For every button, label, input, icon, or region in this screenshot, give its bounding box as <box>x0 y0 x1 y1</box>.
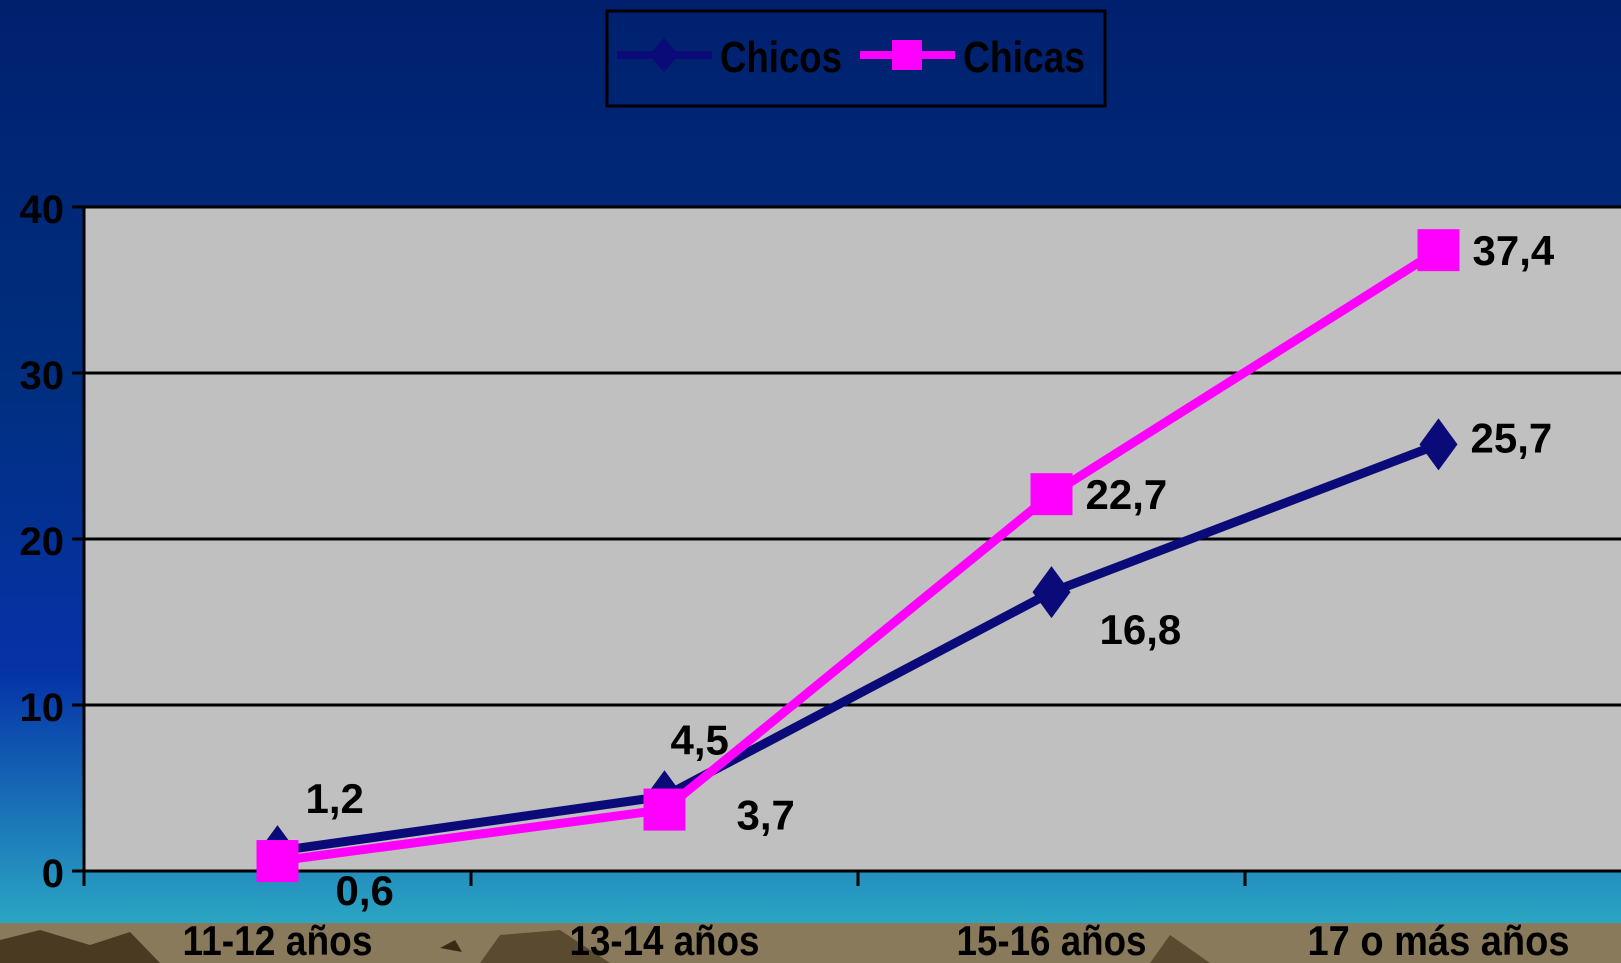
legend-box <box>605 9 1107 108</box>
y-tick-label: 20 <box>20 520 65 564</box>
diamond-marker-icon <box>649 38 679 72</box>
data-point-chicos <box>1419 418 1458 471</box>
series-lines <box>276 246 1441 866</box>
x-axis-tick-labels: 11-12 años 13-14 años 15-16 años 17 o más a… <box>183 917 1570 963</box>
x-tick-label: 15-16 años <box>957 917 1147 963</box>
y-tick-label: 10 <box>20 686 65 730</box>
series-markers <box>256 229 1460 883</box>
legend-label-chicas: Chicas <box>963 33 1085 82</box>
axes <box>72 205 1621 886</box>
square-marker-icon <box>892 40 922 70</box>
data-point-chicas <box>1030 473 1073 516</box>
data-label-chicas: 37,4 <box>1473 227 1555 274</box>
legend-entry-chicas: Chicas <box>860 33 1085 82</box>
data-label-chicos: 1,2 <box>306 775 364 822</box>
data-label-chicas: 0,6 <box>336 867 394 914</box>
data-labels: 1,2 4,5 16,8 25,7 0,6 3,7 22,7 37,4 <box>306 227 1555 914</box>
series-line-chicos <box>276 440 1441 856</box>
data-point-chicas <box>1417 229 1460 272</box>
y-tick-label: 0 <box>42 852 64 896</box>
y-tick-label: 40 <box>20 188 65 232</box>
data-label-chicos: 25,7 <box>1471 414 1553 461</box>
data-label-chicas: 3,7 <box>737 792 795 839</box>
data-point-chicas <box>256 840 299 883</box>
y-tick-label: 30 <box>20 354 65 398</box>
gridlines <box>84 205 1621 707</box>
series-line-chicas <box>276 246 1441 866</box>
data-label-chicos: 16,8 <box>1100 606 1182 653</box>
data-point-chicas <box>643 788 686 831</box>
data-label-chicos: 4,5 <box>671 716 729 763</box>
legend: Chicos Chicas <box>605 9 1107 108</box>
data-point-chicos <box>1032 566 1071 619</box>
data-label-chicas: 22,7 <box>1086 471 1168 518</box>
x-tick-label: 13-14 años <box>570 917 760 963</box>
x-tick-label: 17 o más años <box>1308 917 1570 963</box>
y-axis-tick-labels: 0 10 20 30 40 <box>20 188 65 896</box>
legend-label-chicos: Chicos <box>720 33 842 82</box>
legend-entry-chicos: Chicos <box>617 33 842 82</box>
ground-decoration <box>0 923 1621 963</box>
x-tick-label: 11-12 años <box>183 917 373 963</box>
